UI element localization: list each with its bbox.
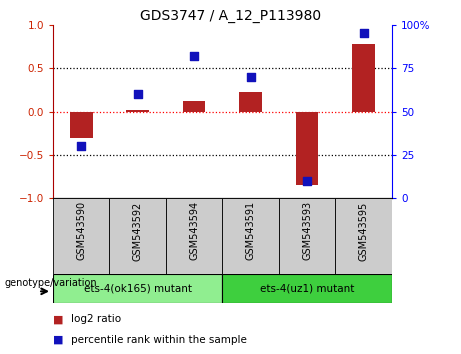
Bar	[352, 44, 375, 112]
Text: ets-4(uz1) mutant: ets-4(uz1) mutant	[260, 284, 355, 293]
Text: ■: ■	[53, 314, 64, 324]
Bar	[53, 274, 222, 303]
Text: GSM543593: GSM543593	[302, 201, 312, 261]
Point	[77, 143, 85, 149]
Point	[134, 91, 142, 97]
Bar	[126, 110, 149, 112]
Text: ets-4(ok165) mutant: ets-4(ok165) mutant	[84, 284, 192, 293]
Text: genotype/variation: genotype/variation	[5, 278, 97, 288]
Bar	[336, 198, 392, 274]
Point	[360, 30, 367, 36]
Text: GSM543595: GSM543595	[359, 201, 369, 261]
Bar	[222, 198, 279, 274]
Text: ■: ■	[53, 335, 64, 345]
Text: log2 ratio: log2 ratio	[71, 314, 121, 324]
Text: GSM543592: GSM543592	[133, 201, 143, 261]
Text: GSM543594: GSM543594	[189, 201, 199, 261]
Text: GDS3747 / A_12_P113980: GDS3747 / A_12_P113980	[140, 9, 321, 23]
Text: GSM543590: GSM543590	[76, 201, 86, 261]
Point	[247, 74, 254, 80]
Bar	[296, 112, 319, 185]
Text: percentile rank within the sample: percentile rank within the sample	[71, 335, 247, 345]
Bar	[110, 198, 166, 274]
Bar	[222, 274, 392, 303]
Bar	[70, 112, 93, 138]
Text: GSM543591: GSM543591	[246, 201, 256, 261]
Bar	[166, 198, 222, 274]
Bar	[183, 101, 206, 112]
Point	[190, 53, 198, 59]
Bar	[239, 92, 262, 112]
Point	[303, 178, 311, 184]
Bar	[53, 198, 110, 274]
Bar	[279, 198, 336, 274]
